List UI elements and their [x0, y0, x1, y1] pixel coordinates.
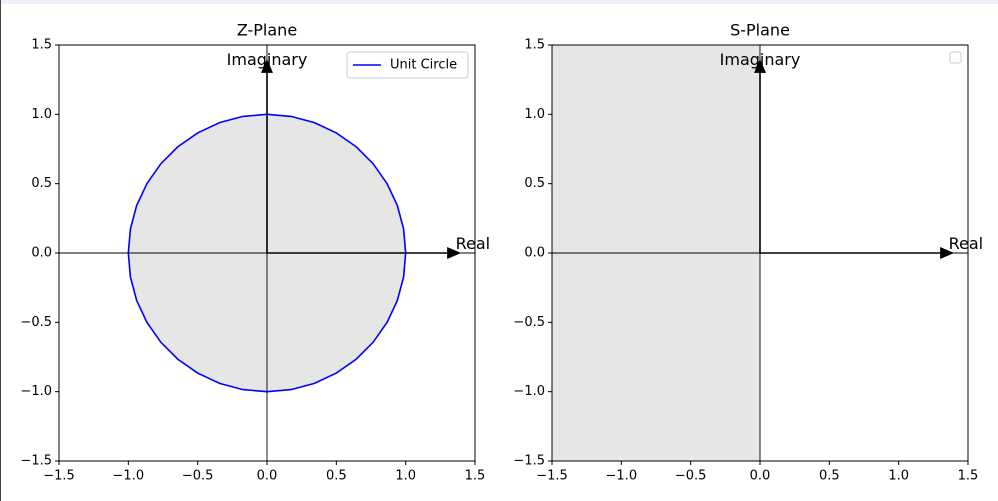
x-tick-label: 0.5	[326, 469, 347, 484]
axes: Real Imaginary −1.5 −1.0 −0.5 0.0 0.5 1.0 1.5 −1.…	[20, 21, 490, 484]
chart-title: Z-Plane	[237, 21, 297, 40]
arrow-head	[754, 58, 766, 73]
x-tick-label: 0.0	[750, 469, 771, 484]
x-tick-label: −0.5	[182, 469, 214, 484]
x-tick-label: 1.0	[888, 469, 909, 484]
x-tick-label: 1.5	[465, 469, 486, 484]
y-tick-label: 1.0	[31, 107, 52, 122]
arrow-head	[940, 247, 955, 259]
annotation: Real	[949, 234, 984, 253]
annotation: Imaginary	[720, 50, 801, 69]
y-tick-label: −1.0	[513, 384, 545, 399]
y-tick-label: −0.5	[513, 315, 545, 330]
y-tick-label: 1.0	[524, 107, 545, 122]
x-tick-label: 0.5	[819, 469, 840, 484]
x-tick-label: 1.0	[395, 469, 416, 484]
axes: Real Imaginary −1.5 −1.0 −0.5 0.0 0.5 1.0 1.5 −1.…	[513, 21, 983, 484]
arrow-head	[447, 247, 462, 259]
x-tick-label: 0.0	[257, 469, 278, 484]
legend-box	[346, 51, 469, 79]
legend-label: Unit Circle	[390, 58, 457, 73]
y-tick-label: −0.5	[20, 315, 52, 330]
y-tick-label: 0.0	[31, 246, 52, 261]
y-tick-label: 0.5	[31, 176, 52, 191]
annotation: Real	[456, 234, 491, 253]
x-tick-label: −1.5	[536, 469, 568, 484]
y-tick-label: 1.5	[524, 38, 545, 53]
x-tick-label: −0.5	[675, 469, 707, 484]
top-strip	[0, 0, 998, 4]
x-tick-label: −1.0	[606, 469, 638, 484]
y-tick-label: −1.5	[20, 454, 52, 469]
y-tick-label: 1.5	[31, 38, 52, 53]
y-tick-label: 0.0	[524, 246, 545, 261]
chart-title: S-Plane	[730, 21, 790, 40]
y-tick-label: −1.0	[20, 384, 52, 399]
y-tick-label: −1.5	[513, 454, 545, 469]
x-tick-label: −1.0	[113, 469, 145, 484]
x-tick-label: −1.5	[43, 469, 75, 484]
annotation: Imaginary	[227, 50, 308, 69]
y-tick-label: 0.5	[524, 176, 545, 191]
legend-box	[949, 51, 962, 64]
x-tick-label: 1.5	[958, 469, 979, 484]
arrow-head	[261, 58, 273, 73]
